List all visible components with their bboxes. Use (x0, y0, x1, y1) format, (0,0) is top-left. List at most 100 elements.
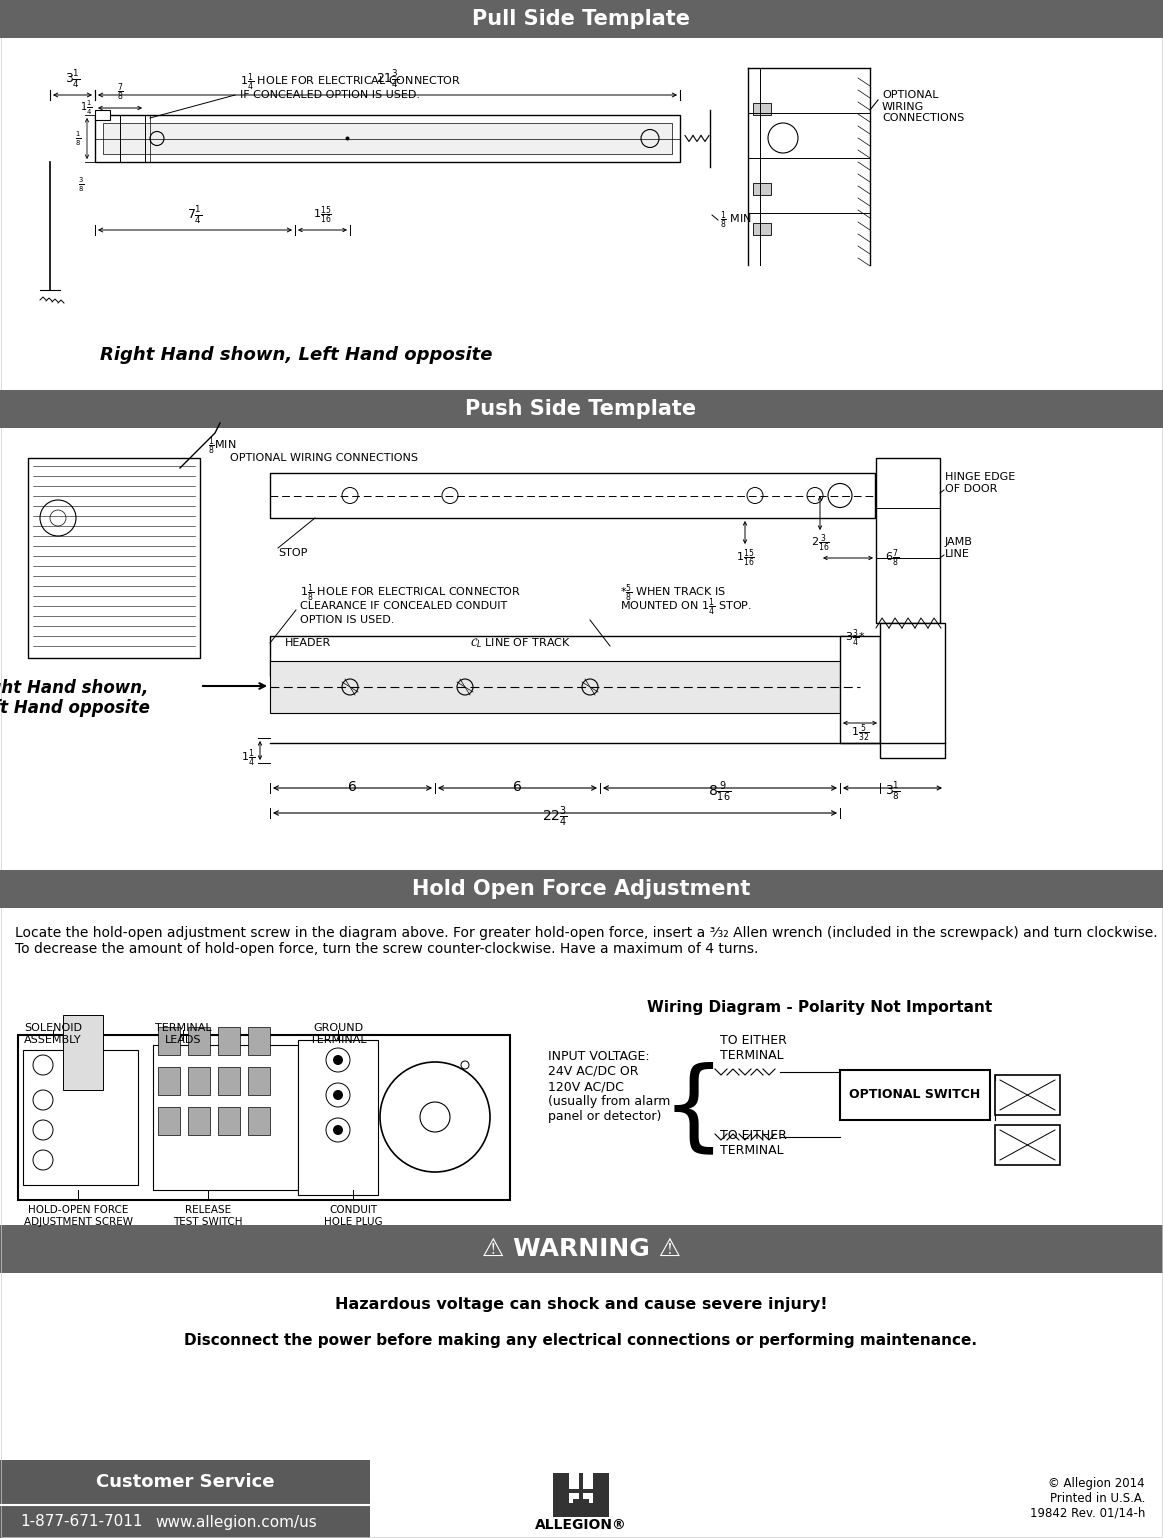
Bar (840, 637, 880, 743)
Bar (158, 1067, 180, 1095)
Bar (579, 1473, 583, 1503)
Text: $\mathcal{C}_{L}$ LINE OF TRACK: $\mathcal{C}_{L}$ LINE OF TRACK (470, 637, 571, 651)
Bar (154, 1044, 298, 1190)
Text: $1\frac{15}{16}$: $1\frac{15}{16}$ (735, 548, 755, 569)
Text: OPTION IS USED.: OPTION IS USED. (300, 615, 394, 624)
Text: Pull Side Template: Pull Side Template (472, 9, 690, 29)
Bar (188, 1027, 211, 1055)
Bar (752, 183, 771, 195)
Text: HEADER: HEADER (285, 638, 331, 647)
Bar (876, 458, 940, 623)
Text: $\frac{3}{8}$: $\frac{3}{8}$ (78, 175, 84, 194)
Text: CONDUIT
HOLE PLUG: CONDUIT HOLE PLUG (323, 1204, 383, 1227)
Circle shape (333, 1124, 343, 1135)
Bar (270, 474, 875, 518)
Bar (248, 1107, 270, 1135)
Bar (0, 1460, 370, 1506)
Text: Hold Open Force Adjustment: Hold Open Force Adjustment (412, 880, 750, 900)
Bar (188, 1067, 211, 1095)
Text: $1\frac{15}{16}$: $1\frac{15}{16}$ (313, 205, 331, 226)
Text: {: { (662, 1061, 725, 1158)
Text: © Allegion 2014
Printed in U.S.A.
19842 Rev. 01/14-h: © Allegion 2014 Printed in U.S.A. 19842 … (1029, 1476, 1146, 1520)
Text: INPUT VOLTAGE:
24V AC/DC OR
120V AC/DC
(usually from alarm
panel or detector): INPUT VOLTAGE: 24V AC/DC OR 120V AC/DC (… (548, 1050, 670, 1123)
Text: www.allegion.com/us: www.allegion.com/us (155, 1515, 316, 1529)
Bar (0, 871, 1163, 907)
Text: $21\frac{3}{4}$: $21\frac{3}{4}$ (376, 68, 399, 91)
Text: RELEASE
TEST SWITCH: RELEASE TEST SWITCH (173, 1204, 243, 1227)
Text: $7\frac{1}{4}$: $7\frac{1}{4}$ (187, 205, 202, 226)
Circle shape (345, 137, 350, 140)
Bar (0, 391, 1163, 428)
Bar (0, 1224, 1163, 1273)
Text: HOLD-OPEN FORCE
ADJUSTMENT SCREW: HOLD-OPEN FORCE ADJUSTMENT SCREW (23, 1204, 133, 1227)
Text: SOLENOID
ASSEMBLY: SOLENOID ASSEMBLY (24, 1023, 83, 1044)
Text: JAMB
LINE: JAMB LINE (946, 537, 973, 558)
Text: 1-877-671-7011: 1-877-671-7011 (20, 1515, 143, 1529)
Bar (752, 223, 771, 235)
Text: OPTIONAL WIRING CONNECTIONS: OPTIONAL WIRING CONNECTIONS (230, 454, 418, 463)
Circle shape (333, 1090, 343, 1100)
Text: $\frac{1}{8}$ MIN: $\frac{1}{8}$ MIN (720, 209, 752, 231)
Bar (840, 1070, 990, 1120)
Bar (552, 1473, 609, 1516)
Bar (95, 111, 110, 120)
Text: TO EITHER
TERMINAL: TO EITHER TERMINAL (720, 1034, 787, 1063)
Text: IF CONCEALED OPTION IS USED.: IF CONCEALED OPTION IS USED. (240, 91, 420, 100)
Text: $\frac{1}{8}$MIN: $\frac{1}{8}$MIN (208, 435, 236, 457)
Bar (104, 123, 672, 154)
Text: $3\frac{1}{4}$: $3\frac{1}{4}$ (65, 68, 80, 91)
Bar (569, 1489, 593, 1493)
Bar (752, 103, 771, 115)
Bar (217, 1027, 240, 1055)
Text: $*\frac{5}{8}$ WHEN TRACK IS: $*\frac{5}{8}$ WHEN TRACK IS (620, 583, 726, 604)
Bar (158, 1027, 180, 1055)
Bar (996, 1124, 1059, 1164)
Bar (217, 1107, 240, 1135)
Text: CLEARANCE IF CONCEALED CONDUIT: CLEARANCE IF CONCEALED CONDUIT (300, 601, 507, 611)
Text: Right Hand shown,
Left Hand opposite: Right Hand shown, Left Hand opposite (0, 678, 149, 717)
Circle shape (333, 1055, 343, 1064)
Text: $1\frac{1}{4}$ HOLE FOR ELECTRICAL CONNECTOR: $1\frac{1}{4}$ HOLE FOR ELECTRICAL CONNE… (240, 71, 462, 92)
Bar (569, 1473, 593, 1503)
Text: Push Side Template: Push Side Template (465, 398, 697, 418)
Bar (248, 1027, 270, 1055)
Text: STOP: STOP (278, 548, 307, 558)
Text: 6: 6 (348, 780, 356, 794)
Text: $8\frac{9}{16}$: $8\frac{9}{16}$ (708, 780, 732, 804)
Bar (63, 1015, 104, 1090)
Text: $3\frac{3}{4}$*: $3\frac{3}{4}$* (844, 628, 865, 649)
Text: $3\frac{1}{8}$: $3\frac{1}{8}$ (885, 780, 900, 801)
Text: $6\frac{7}{8}$: $6\frac{7}{8}$ (885, 548, 899, 569)
Bar (158, 1107, 180, 1135)
Text: $\frac{7}{8}$: $\frac{7}{8}$ (116, 82, 123, 103)
Text: Locate the hold-open adjustment screw in the diagram above. For greater hold-ope: Locate the hold-open adjustment screw in… (15, 926, 1157, 957)
Text: $1\frac{1}{8}$ HOLE FOR ELECTRICAL CONNECTOR: $1\frac{1}{8}$ HOLE FOR ELECTRICAL CONNE… (300, 583, 521, 604)
Text: Customer Service: Customer Service (95, 1473, 274, 1490)
Text: $1\frac{1}{4}$: $1\frac{1}{4}$ (80, 98, 93, 117)
Text: TERMINAL
LEADS: TERMINAL LEADS (155, 1023, 212, 1044)
Bar (0, 0, 1163, 38)
Bar (248, 1067, 270, 1095)
Text: HINGE EDGE
OF DOOR: HINGE EDGE OF DOOR (946, 472, 1015, 494)
Text: Disconnect the power before making any electrical connections or performing main: Disconnect the power before making any e… (185, 1332, 977, 1347)
Text: ALLEGION®: ALLEGION® (535, 1518, 627, 1532)
Text: $\frac{1}{8}$: $\frac{1}{8}$ (74, 129, 81, 148)
Text: $2\frac{3}{16}$: $2\frac{3}{16}$ (811, 532, 829, 554)
Bar (298, 1040, 378, 1195)
Bar (880, 623, 946, 758)
Bar (28, 458, 200, 658)
Text: $22\frac{3}{4}$: $22\frac{3}{4}$ (542, 804, 568, 829)
Bar (217, 1067, 240, 1095)
Text: GROUND
TERMINAL: GROUND TERMINAL (309, 1023, 366, 1044)
Text: Wiring Diagram - Polarity Not Important: Wiring Diagram - Polarity Not Important (648, 1000, 993, 1015)
Text: ⚠ WARNING ⚠: ⚠ WARNING ⚠ (481, 1237, 680, 1261)
Bar (270, 637, 859, 677)
Bar (17, 1035, 511, 1200)
Text: 6: 6 (513, 780, 521, 794)
Text: MOUNTED ON $1\frac{1}{4}$ STOP.: MOUNTED ON $1\frac{1}{4}$ STOP. (620, 597, 752, 618)
Bar (188, 1107, 211, 1135)
Text: Right Hand shown, Left Hand opposite: Right Hand shown, Left Hand opposite (100, 346, 492, 365)
Text: TO EITHER
TERMINAL: TO EITHER TERMINAL (720, 1129, 787, 1157)
Text: Hazardous voltage can shock and cause severe injury!: Hazardous voltage can shock and cause se… (335, 1298, 827, 1312)
Bar (95, 115, 680, 161)
